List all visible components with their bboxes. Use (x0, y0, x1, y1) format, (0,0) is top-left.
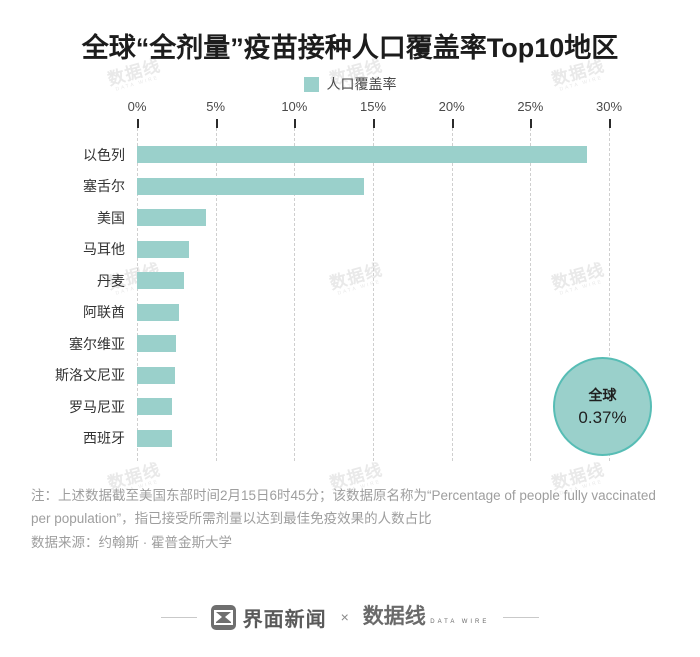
chart-bar (137, 272, 185, 289)
footer-divider-left (160, 616, 197, 618)
x-axis-tick-mark (451, 119, 454, 128)
y-axis-category-label: 西班牙 (83, 430, 125, 446)
y-axis-category-label: 以色列 (83, 146, 125, 163)
chart-row: 塞舌尔 (83, 177, 609, 195)
gridline (215, 128, 217, 461)
brand-name: 界面新闻 (242, 608, 327, 631)
x-axis-tick-mark (609, 119, 611, 128)
partner-name: 数据线 (362, 605, 426, 628)
chart-row: 斯洛文尼亚 (55, 366, 609, 384)
legend-swatch-icon (303, 76, 319, 92)
footer-divider-right (503, 616, 540, 618)
footnote-line-1: 注：上述数据截至美国东部时间2月15日6时45分；该数据原名称为“Percent… (31, 488, 656, 527)
chart-footnote: 注：上述数据截至美国东部时间2月15日6时45分；该数据原名称为“Percent… (31, 484, 671, 555)
chart-row: 马耳他 (83, 240, 609, 258)
x-axis-tick-label: 30% (595, 99, 623, 114)
chart-row: 丹麦 (97, 272, 609, 289)
chart-row: 罗马尼亚 (69, 398, 609, 415)
brand-datawire: 数据线 DATA WIRE (363, 606, 490, 628)
chart-bar (137, 429, 172, 447)
y-axis-category-label: 斯洛文尼亚 (55, 367, 125, 383)
x-axis-tick-label: 0% (127, 99, 147, 114)
x-axis-tick-mark (530, 119, 533, 128)
gridline (451, 128, 453, 461)
chart-row: 美国 (97, 209, 609, 226)
chart-bar (137, 240, 189, 258)
x-axis-tick-label: 20% (438, 99, 465, 114)
y-axis-category-label: 塞尔维亚 (69, 335, 125, 352)
gridline (137, 128, 138, 461)
chart-title: 全球“全剂量”疫苗接种人口覆盖率Top10地区 (81, 33, 619, 63)
global-rate-label: 全球 (588, 387, 617, 403)
gridline (373, 128, 374, 461)
chart-bar (137, 209, 207, 226)
y-axis-category-label: 马耳他 (83, 241, 125, 257)
x-axis-tick-mark (215, 119, 218, 128)
x-axis-tick-label: 10% (281, 99, 308, 114)
chart-row: 西班牙 (83, 429, 609, 447)
x-axis-tick-mark (294, 119, 297, 128)
jiemian-logo-icon (210, 604, 236, 630)
y-axis-category-label: 阿联酋 (83, 304, 125, 320)
legend-label: 人口覆盖率 (326, 76, 397, 92)
chart-bar (137, 398, 173, 415)
gridline (609, 128, 610, 461)
brand-jiemian: 界面新闻 (210, 603, 327, 632)
x-axis-tick-label: 25% (517, 99, 544, 114)
footer: 界面新闻 × 数据线 DATA WIRE (0, 599, 700, 635)
x-axis-tick-mark (137, 119, 139, 128)
chart-bar (137, 335, 177, 352)
footer-separator: × (340, 609, 349, 625)
global-rate-value: 0.37% (578, 408, 627, 427)
x-axis-tick-mark (373, 119, 375, 128)
x-axis-tick-label: 15% (359, 99, 387, 114)
chart-bar (137, 177, 364, 195)
global-rate-bubble: 全球 0.37% (553, 357, 652, 456)
y-axis-category-label: 罗马尼亚 (69, 398, 125, 415)
chart-row: 以色列 (83, 146, 609, 163)
gridline (530, 128, 532, 461)
y-axis-category-label: 丹麦 (97, 272, 125, 289)
chart-row: 塞尔维亚 (69, 335, 609, 352)
gridline (294, 128, 296, 461)
chart-bar (137, 146, 587, 163)
footnote-line-2: 数据来源：约翰斯 · 霍普金斯大学 (31, 535, 232, 551)
chart-bar (137, 303, 180, 321)
y-axis-category-label: 塞舌尔 (83, 178, 125, 194)
y-axis-category-label: 美国 (97, 209, 125, 226)
chart-plot-area: 0% 5% 10% 15% 20% 25% 30% 以色列塞舌尔美国马耳他丹麦阿联酋塞尔维亚斯… (55, 99, 622, 461)
chart-legend: 人口覆盖率 (0, 74, 700, 94)
chart-row: 阿联酋 (83, 303, 609, 321)
chart-bar (137, 366, 175, 384)
x-axis-tick-label: 5% (206, 99, 226, 114)
partner-subtitle: DATA WIRE (430, 619, 490, 625)
